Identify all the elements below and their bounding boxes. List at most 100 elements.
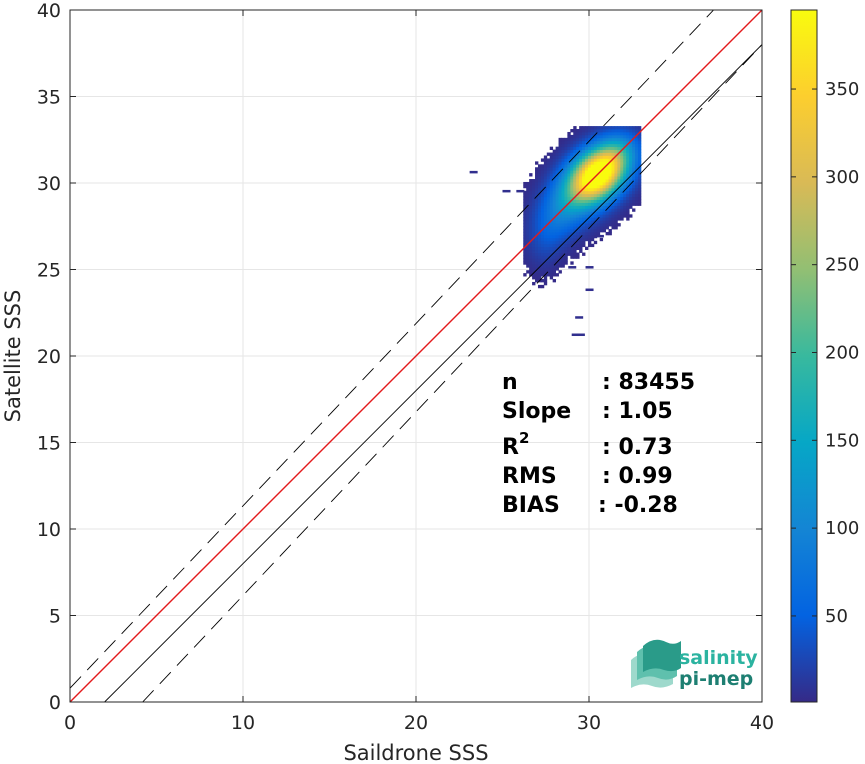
density-cell [587,237,592,242]
stat-value: : 0.73 [602,435,673,460]
density-cell [549,243,554,248]
density-cell [549,223,554,227]
density-cell [523,226,527,230]
density-cell [567,181,571,186]
colorbar-tick-label: 50 [825,606,848,627]
density-cell [579,146,583,151]
density-cell [526,255,530,259]
density-cell [573,129,577,133]
density-cell [623,196,627,201]
density-cell [579,226,583,230]
density-cell [599,214,604,218]
density-cell [573,146,577,151]
density-cell [620,126,624,130]
density-cell [585,131,589,136]
density-cell [617,223,621,227]
density-cell [579,190,583,195]
y-tick-label: 10 [37,519,61,541]
density-cell [635,126,639,130]
density-cell [635,146,639,151]
density-cell [590,199,595,203]
density-cell [529,231,533,236]
density-cell [626,217,630,221]
density-cell [540,226,545,230]
density-cell [555,164,559,168]
density-cell [608,208,612,212]
density-cell [555,208,559,212]
density-cell [540,214,545,218]
density-cell [614,143,618,148]
density-cell [546,184,551,189]
density-cell [564,137,568,142]
density-cell [564,231,568,236]
density-cell [570,137,574,142]
density-cell [637,176,642,180]
density-cell [582,131,586,136]
density-cell [570,146,574,151]
density-cell [599,131,604,136]
density-cell [614,187,618,192]
density-cell [570,179,574,183]
density-cell [564,234,568,239]
density-cell [582,217,586,221]
density-cell [605,137,609,142]
density-cell [608,131,612,136]
density-cell [617,161,621,165]
density-cell [599,126,604,130]
density-cell [611,202,615,206]
density-cell [585,176,589,180]
density-cell [617,140,621,145]
density-cell [632,176,636,180]
density-cell [632,173,636,177]
density-cell [523,273,527,277]
density-cell [523,181,527,186]
density-cell [605,129,609,133]
density-cell [635,167,639,171]
density-cell [549,220,554,224]
density-cell [523,190,527,195]
density-cell [582,193,586,198]
density-cell [561,211,565,215]
density-cell [587,173,592,177]
density-cell [564,190,568,195]
density-cell [587,155,592,159]
density-cell [620,140,624,145]
density-cell [576,214,580,218]
density-cell [576,184,580,189]
density-cell [608,134,612,139]
density-cell [587,179,592,183]
density-cell [596,164,601,168]
density-cell [546,193,551,198]
density-cell [599,184,604,189]
density-cell [555,202,559,206]
density-cell [614,161,618,165]
density-cell [590,131,595,136]
density-cell [596,217,601,221]
density-cell [579,181,583,186]
density-cell [567,226,571,230]
density-cell [626,193,630,198]
density-cell [608,170,612,174]
density-cell [526,202,530,206]
density-cell [546,170,551,174]
density-cell [543,199,548,203]
density-cell [593,190,598,195]
density-cell [549,190,554,195]
density-cell [587,143,592,148]
density-cell [543,231,548,236]
density-cell [602,129,607,133]
density-cell [614,176,618,180]
density-cell [540,208,545,212]
density-cell [632,190,636,195]
density-cell [614,205,618,209]
density-cell [614,173,618,177]
density-cell [573,176,577,180]
density-cell [526,217,530,221]
density-cell [561,167,565,171]
density-cell [526,229,530,233]
density-cell [611,187,615,192]
density-cell [620,155,624,159]
density-cell [590,179,595,183]
density-cell [579,243,583,248]
density-cell [605,176,609,180]
